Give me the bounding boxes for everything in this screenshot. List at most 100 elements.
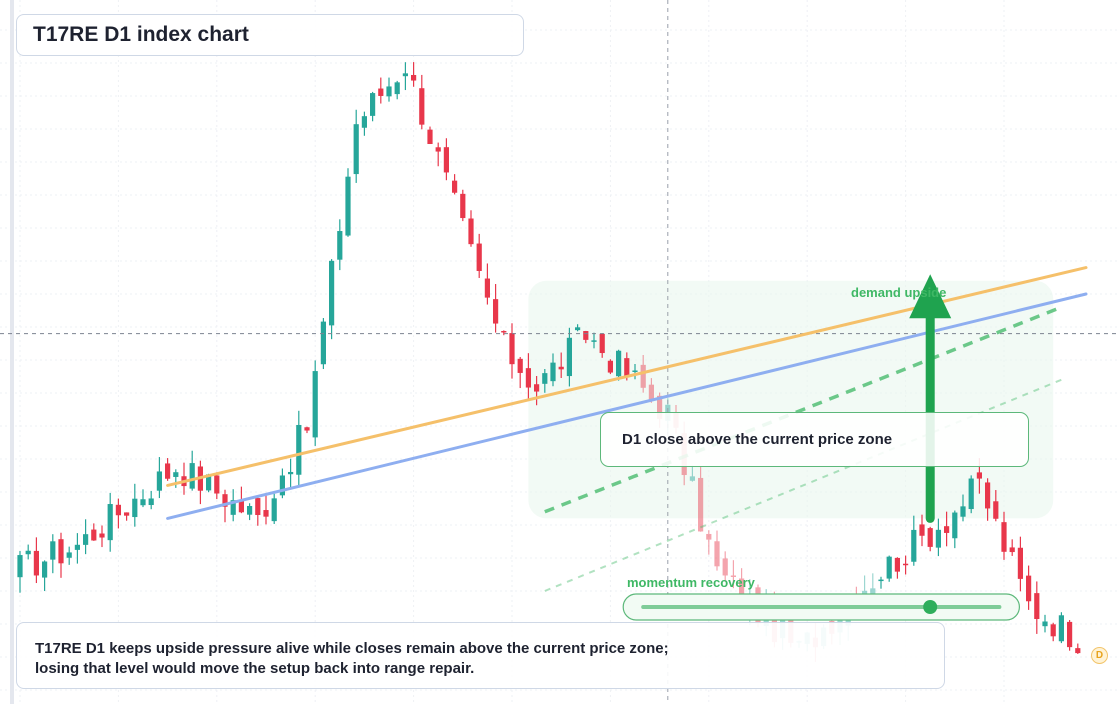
candle-body [575,327,581,331]
candle [165,458,171,481]
candle [353,109,359,183]
candle [247,503,253,521]
candle-body [320,321,326,365]
candle [74,533,80,564]
candle-body [214,475,220,494]
candle [607,359,613,375]
candle [927,526,933,552]
candle-body [361,116,367,128]
candle [181,462,187,495]
momentum-recovery-label: momentum recovery [627,575,755,590]
candle [42,560,48,592]
momentum-recovery-marker [923,600,938,614]
price-zone-callout: D1 close above the current price zone [600,412,1029,467]
candle-body [542,373,548,384]
candle [255,496,261,526]
candle [575,324,581,332]
dividend-badge-icon[interactable]: D [1091,647,1108,664]
candle-body [238,500,244,513]
candle-body [99,533,105,538]
candle-body [230,500,236,515]
candle-body [435,147,441,152]
candle-body [411,74,417,81]
candle-body [976,472,982,479]
candle [1067,620,1073,651]
candle-body [427,129,433,145]
candle-body [698,477,704,532]
candle-body [50,541,56,560]
candle-body [722,558,728,576]
candle-body [525,368,531,388]
candle [550,353,556,387]
candle-body [394,82,400,95]
candle-body [17,555,23,578]
candle-body [115,504,121,516]
candle-body [558,366,564,370]
candle [525,353,531,401]
candle [558,352,564,378]
candle-body [689,476,695,481]
candle [124,512,130,521]
candle-body [583,331,589,340]
candle [271,493,277,525]
candle-body [534,384,540,392]
candle-body [304,427,310,431]
candle-body [648,384,654,400]
candle-body [517,358,523,373]
candle [312,360,318,446]
candle [542,369,548,393]
candle-body [616,350,622,377]
summary-line-2: losing that level would move the setup b… [35,660,475,677]
candle [1042,614,1048,633]
candle [132,483,138,527]
demand-zone [528,280,1054,519]
candle [304,426,310,434]
candle [501,330,507,336]
candle-body [566,337,572,377]
candle-body [993,501,999,519]
candle [419,74,425,130]
candle [460,189,466,222]
candle [1001,511,1007,560]
demand-upside-label: demand upside [851,285,947,300]
candle-body [730,575,736,577]
candle [886,555,892,582]
candle [148,490,154,510]
candle [985,478,991,521]
candle-body [501,330,507,333]
candle [919,514,925,547]
candle-body [353,124,359,175]
candle-body [460,193,466,219]
candle [25,544,31,560]
candle-body [124,512,130,516]
candle-body [607,360,613,373]
candle [894,557,900,579]
candle [33,537,39,584]
candle [878,576,884,589]
candle-body [1026,575,1032,602]
projection-main [544,305,1063,514]
candle-body [468,218,474,245]
candle-body [935,529,941,548]
candle-body [870,588,876,596]
candle-body [1034,593,1040,620]
candle [616,349,622,381]
candle [402,62,408,91]
candle-body [222,494,228,507]
candle [722,551,728,582]
candle [50,534,56,574]
candle [493,284,499,333]
candle [197,460,203,505]
candle [1034,581,1040,634]
candle-body [591,340,597,342]
candle-body [255,498,261,516]
candle [230,489,236,522]
candle [903,555,909,575]
candle-body [886,556,892,579]
candle-body [624,358,630,377]
candle [509,323,515,379]
candle-body [402,73,408,77]
candle [263,494,269,525]
candle-body [296,424,302,475]
